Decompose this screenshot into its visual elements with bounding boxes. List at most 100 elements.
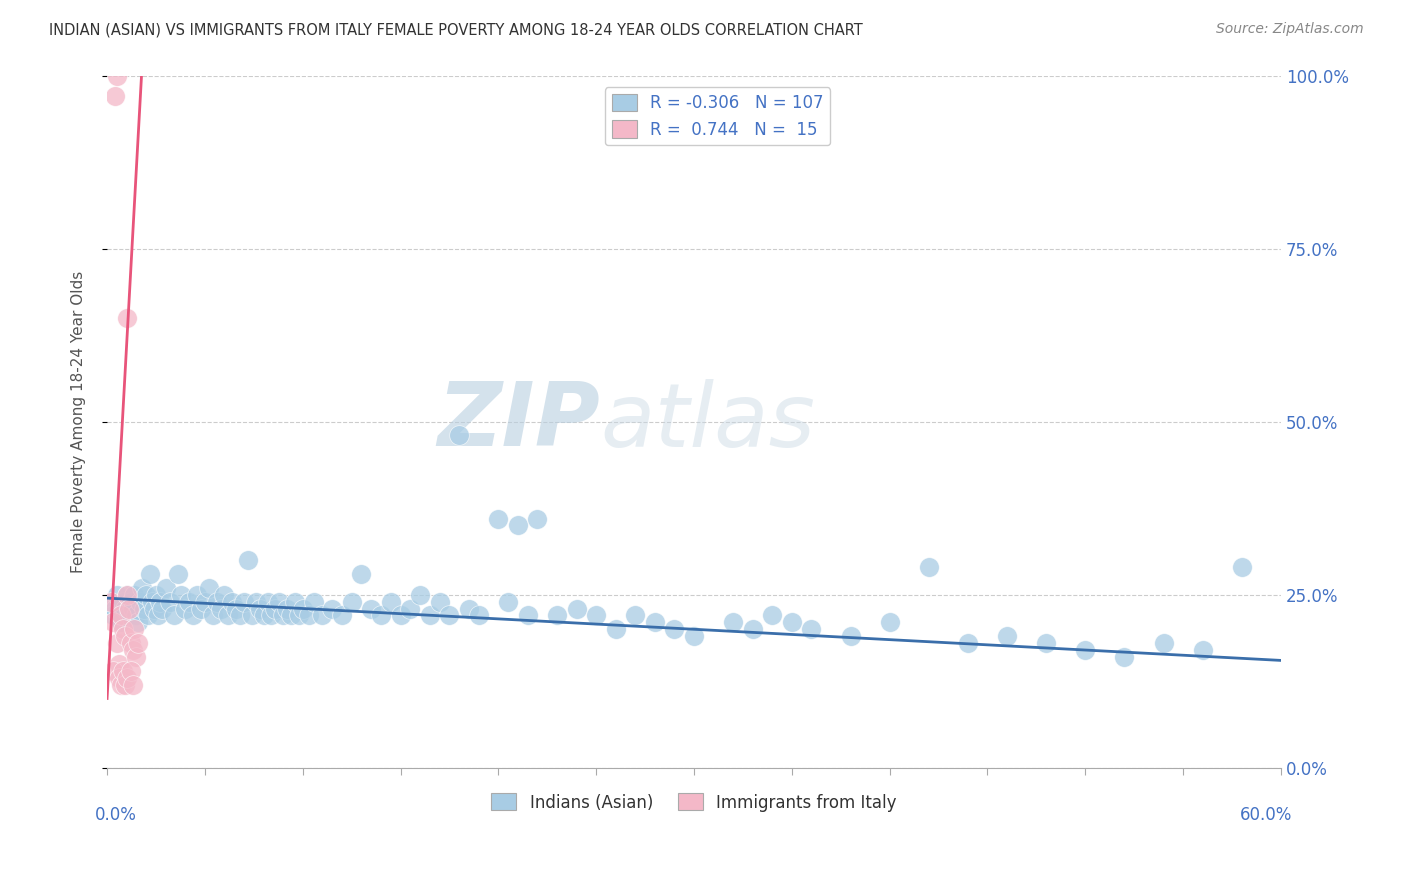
Point bbox=[105, 588, 128, 602]
Point bbox=[380, 594, 402, 608]
Point bbox=[585, 608, 607, 623]
Text: 0.0%: 0.0% bbox=[96, 805, 138, 824]
Point bbox=[761, 608, 783, 623]
Point bbox=[311, 608, 333, 623]
Point bbox=[350, 566, 373, 581]
Point bbox=[120, 594, 142, 608]
Point bbox=[139, 566, 162, 581]
Text: atlas: atlas bbox=[600, 378, 815, 465]
Point bbox=[104, 89, 127, 103]
Point bbox=[110, 608, 132, 623]
Point bbox=[721, 615, 744, 630]
Point bbox=[141, 594, 163, 608]
Point bbox=[229, 608, 252, 623]
Point bbox=[115, 588, 138, 602]
Point bbox=[269, 594, 291, 608]
Point bbox=[879, 615, 901, 630]
Point bbox=[125, 649, 148, 664]
Point bbox=[100, 594, 122, 608]
Point bbox=[1114, 649, 1136, 664]
Point bbox=[115, 671, 138, 685]
Point bbox=[321, 601, 343, 615]
Point bbox=[240, 608, 263, 623]
Point bbox=[124, 588, 146, 602]
Point bbox=[121, 601, 143, 615]
Point bbox=[271, 608, 294, 623]
Point bbox=[117, 601, 139, 615]
Point bbox=[134, 601, 156, 615]
Point bbox=[399, 601, 422, 615]
Point bbox=[174, 601, 197, 615]
Point bbox=[205, 594, 228, 608]
Point bbox=[114, 629, 136, 643]
Point bbox=[918, 560, 941, 574]
Point bbox=[780, 615, 803, 630]
Point bbox=[291, 601, 314, 615]
Text: INDIAN (ASIAN) VS IMMIGRANTS FROM ITALY FEMALE POVERTY AMONG 18-24 YEAR OLDS COR: INDIAN (ASIAN) VS IMMIGRANTS FROM ITALY … bbox=[49, 22, 863, 37]
Point bbox=[108, 671, 131, 685]
Point bbox=[105, 636, 128, 650]
Point bbox=[458, 601, 481, 615]
Point bbox=[143, 601, 166, 615]
Point bbox=[1191, 643, 1213, 657]
Point bbox=[114, 601, 136, 615]
Point bbox=[236, 553, 259, 567]
Point bbox=[135, 588, 157, 602]
Point bbox=[644, 615, 666, 630]
Point bbox=[100, 594, 122, 608]
Point bbox=[121, 678, 143, 692]
Point bbox=[839, 629, 862, 643]
Point bbox=[198, 581, 221, 595]
Point bbox=[181, 608, 204, 623]
Point bbox=[166, 566, 188, 581]
Point bbox=[217, 608, 239, 623]
Point bbox=[516, 608, 538, 623]
Point bbox=[340, 594, 363, 608]
Point bbox=[129, 594, 152, 608]
Point bbox=[284, 594, 307, 608]
Point bbox=[1035, 636, 1057, 650]
Point bbox=[370, 608, 392, 623]
Point bbox=[117, 608, 139, 623]
Point bbox=[125, 608, 148, 623]
Point bbox=[330, 608, 353, 623]
Point bbox=[121, 643, 143, 657]
Point bbox=[496, 594, 519, 608]
Text: ZIP: ZIP bbox=[437, 378, 600, 465]
Text: 60.0%: 60.0% bbox=[1240, 805, 1292, 824]
Point bbox=[101, 608, 124, 623]
Point bbox=[256, 594, 278, 608]
Point bbox=[110, 678, 132, 692]
Point bbox=[233, 594, 256, 608]
Point bbox=[214, 588, 236, 602]
Point bbox=[146, 608, 169, 623]
Point bbox=[288, 608, 311, 623]
Point bbox=[159, 594, 181, 608]
Point bbox=[108, 657, 131, 671]
Point bbox=[800, 622, 823, 636]
Point bbox=[260, 608, 283, 623]
Point bbox=[155, 581, 177, 595]
Point bbox=[245, 594, 267, 608]
Point bbox=[209, 601, 232, 615]
Point bbox=[124, 622, 146, 636]
Point bbox=[360, 601, 382, 615]
Point bbox=[105, 69, 128, 83]
Point bbox=[449, 428, 471, 442]
Point bbox=[111, 664, 134, 678]
Point bbox=[104, 601, 127, 615]
Point bbox=[956, 636, 979, 650]
Point bbox=[249, 601, 271, 615]
Point bbox=[1230, 560, 1253, 574]
Point bbox=[624, 608, 647, 623]
Point bbox=[664, 622, 686, 636]
Point bbox=[201, 608, 224, 623]
Point bbox=[111, 594, 134, 608]
Point bbox=[468, 608, 491, 623]
Point bbox=[252, 608, 274, 623]
Point bbox=[605, 622, 627, 636]
Point bbox=[280, 608, 302, 623]
Point bbox=[995, 629, 1018, 643]
Point bbox=[127, 636, 149, 650]
Point bbox=[131, 581, 153, 595]
